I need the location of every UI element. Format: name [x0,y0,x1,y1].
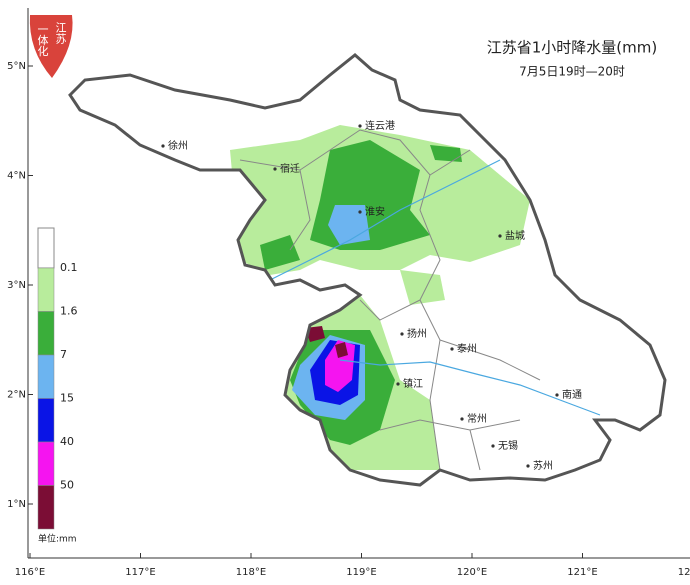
x-tick-label: 116°E [15,567,45,578]
legend-swatch [37,354,55,399]
map-subtitle: 7月5日19时—20时 [519,65,625,79]
city-label: 盐城 [505,229,525,242]
city-dot [460,417,464,421]
x-tick-label: 118°E [236,567,266,578]
city-dot [161,144,165,148]
y-tick-label: 5°N [7,61,26,72]
city-label: 镇江 [403,377,423,390]
city-dot [555,393,559,397]
x-tick-label: 122°E [678,567,690,578]
legend-unit: 单位:mm [38,533,77,545]
city-dot [526,464,530,468]
logo-side: 一体化 [36,24,49,58]
city-label: 泰州 [457,342,477,355]
city-label: 宿迁 [280,162,300,175]
x-tick-label: 120°E [457,567,487,578]
city-dot [358,124,362,128]
city-dot [450,347,454,351]
city-dot [358,210,362,214]
city-label: 苏州 [533,459,553,472]
logo: 江苏 一体化 [29,15,73,78]
x-tick-label: 119°E [346,567,376,578]
logo-top: 江苏 [54,22,67,45]
legend-label: 15 [60,392,74,405]
legend-swatch [37,398,55,443]
rivers [269,159,601,416]
legend-label: 1.6 [60,305,78,318]
legend-swatch [37,311,55,356]
y-tick-label: 3°N [7,280,26,291]
legend-label: 0.1 [60,261,78,274]
map-title: 江苏省1小时降水量(mm) [487,39,657,57]
x-tick-label: 117°E [125,567,155,578]
legend-label: 7 [60,348,67,361]
legend-swatch [37,441,55,486]
city-boundaries [239,129,541,471]
city-dot [396,382,400,386]
legend-swatch [37,267,55,312]
city-label: 无锡 [498,439,518,452]
y-tick-label: 2°N [7,390,26,401]
city-label: 常州 [467,412,487,425]
x-tick-label: 121°E [567,567,597,578]
legend-label: 50 [60,479,74,492]
city-label: 扬州 [407,327,427,340]
legend-swatch [37,227,55,269]
legend-swatch [37,485,55,530]
city-label: 连云港 [365,119,395,132]
city-dot [400,332,404,336]
city-dot [498,234,502,238]
city-dot [491,444,495,448]
y-tick-label: 1°N [7,499,26,510]
y-tick-label: 4°N [7,171,26,182]
city-label: 徐州 [168,139,188,152]
city-label: 淮安 [365,205,385,218]
city-label: 南通 [562,388,582,401]
city-dot [273,167,277,171]
legend-label: 40 [60,435,74,448]
